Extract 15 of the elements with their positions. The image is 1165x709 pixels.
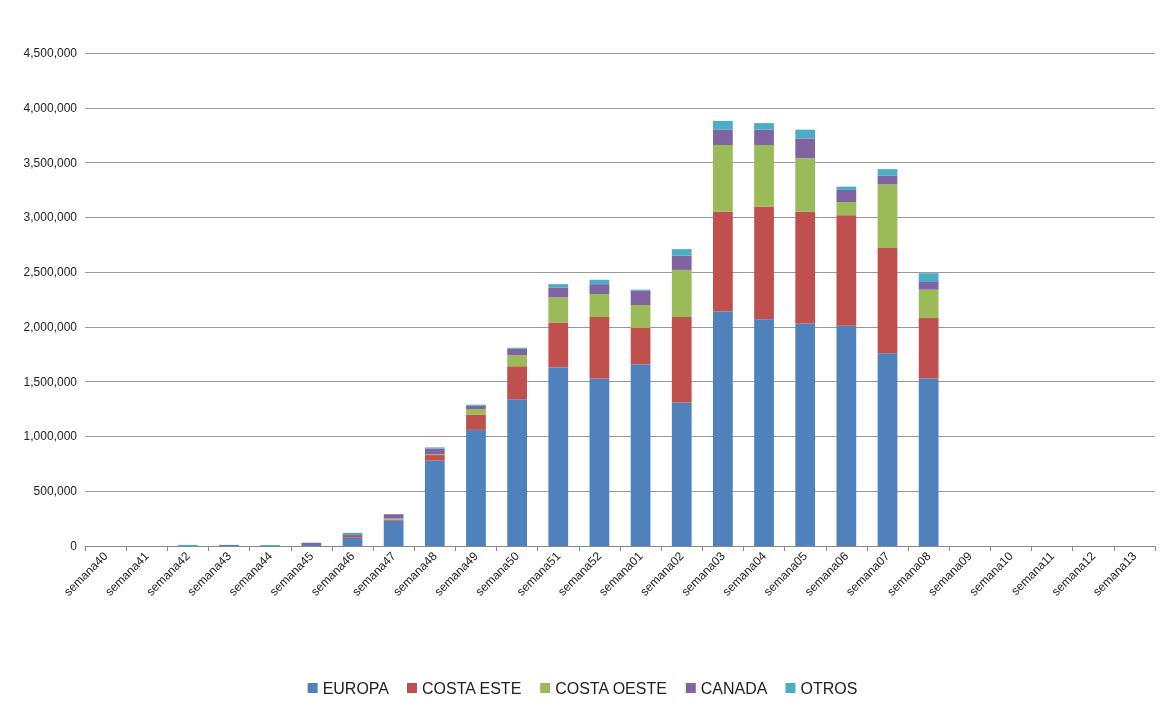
- legend-label: COSTA ESTE: [422, 679, 522, 697]
- y-tick-label: 2,000,000: [23, 319, 78, 334]
- y-tick-label: 4,000,000: [23, 100, 78, 115]
- y-tick-label: 500,000: [33, 484, 78, 499]
- y-tick-label: 0: [70, 539, 78, 553]
- legend-label: EUROPA: [322, 679, 390, 697]
- y-tick-label: 3,500,000: [23, 155, 78, 170]
- legend-label: OTROS: [800, 679, 858, 697]
- y-tick-label: 1,000,000: [23, 429, 78, 444]
- y-tick-label: 1,500,000: [23, 374, 78, 389]
- y-tick-label: 3,000,000: [23, 210, 78, 225]
- legend-label: CANADA: [700, 679, 768, 697]
- y-tick-label: 2,500,000: [23, 265, 78, 280]
- y-tick-label: 4,500,000: [23, 46, 78, 60]
- legend-label: COSTA OESTE: [555, 679, 667, 697]
